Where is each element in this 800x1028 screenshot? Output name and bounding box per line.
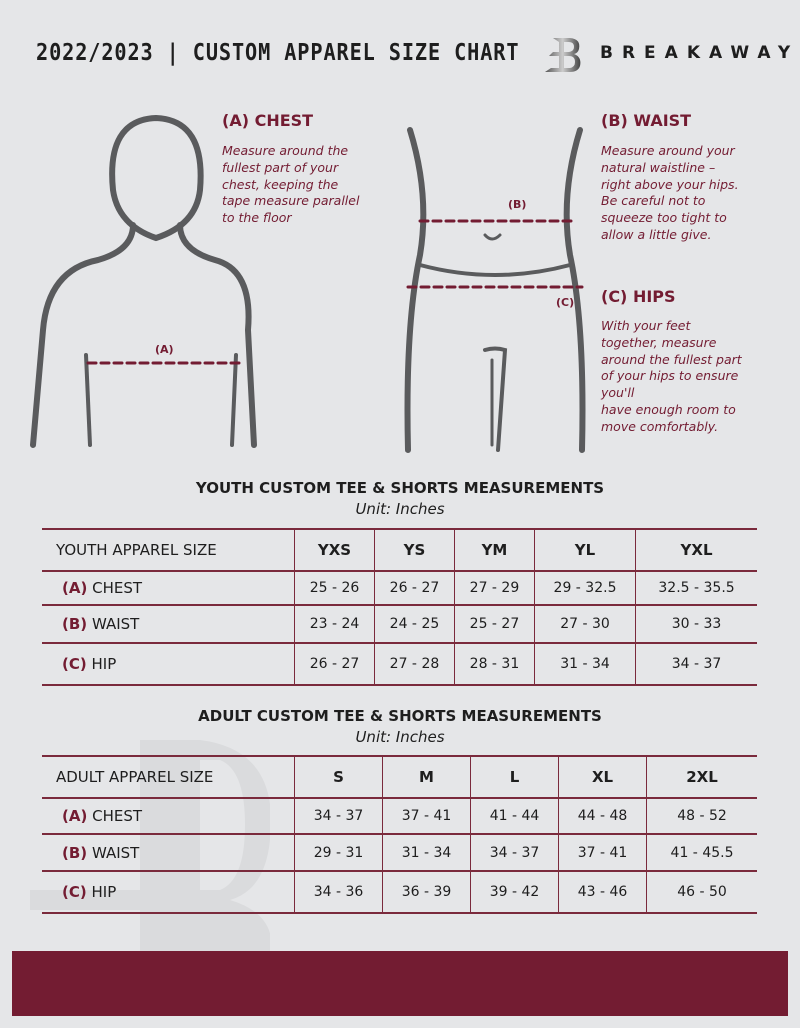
cell: 27 - 30 — [533, 604, 636, 644]
youth-table-unit: Unit: Inches — [355, 500, 445, 518]
youth-table-title: YOUTH CUSTOM TEE & SHORTS MEASUREMENTS — [195, 479, 605, 497]
table-row: (A) CHEST 25 - 26 26 - 27 27 - 29 29 - 32.5 3… — [42, 570, 757, 606]
row-label: (B) WAIST — [42, 833, 295, 872]
size-label: ADULT APPAREL SIZE — [42, 755, 295, 799]
waist-text: Measure around your natural waistline – ri… — [601, 143, 739, 242]
lower-body-figure — [404, 127, 586, 453]
cell: 34 - 36 — [293, 870, 383, 914]
cell: 37 - 41 — [558, 833, 647, 872]
waist-heading: (B) WAIST — [601, 111, 692, 130]
size-header: XL — [558, 755, 647, 799]
adult-size-table: ADULT APPAREL SIZE S M L XL 2XL (A) CHEST 34 … — [42, 755, 757, 914]
footer-band — [12, 951, 788, 1016]
table-row: (B) WAIST 29 - 31 31 - 34 34 - 37 37 - 41 41 … — [42, 833, 757, 872]
table-row: (C) HIP 34 - 36 36 - 39 39 - 42 43 - 46 46 - … — [42, 870, 757, 914]
cell: 30 - 33 — [635, 604, 757, 644]
cell: 26 - 27 — [373, 570, 455, 606]
size-label: YOUTH APPAREL SIZE — [42, 528, 295, 572]
row-label: (B) WAIST — [42, 604, 295, 644]
adult-table-unit: Unit: Inches — [355, 728, 445, 746]
brand-name: BREAKAWAY — [600, 43, 800, 63]
size-header: YXS — [294, 528, 375, 572]
cell: 34 - 37 — [635, 642, 757, 686]
cell: 23 - 24 — [294, 604, 375, 644]
size-header: M — [382, 755, 471, 799]
cell: 44 - 48 — [558, 797, 647, 835]
cell: 26 - 27 — [294, 642, 375, 686]
cell: 24 - 25 — [373, 604, 455, 644]
table-row: (A) CHEST 34 - 37 37 - 41 41 - 44 44 - 48 48 … — [42, 797, 757, 835]
size-header: YS — [373, 528, 455, 572]
cell: 39 - 42 — [470, 870, 559, 914]
cell: 29 - 31 — [293, 833, 383, 872]
table-row: (B) WAIST 23 - 24 24 - 25 25 - 27 27 - 30 30 … — [42, 604, 757, 644]
table-header-row: YOUTH APPAREL SIZE YXS YS YM YL YXL — [42, 528, 757, 572]
size-header: L — [470, 755, 559, 799]
cell: 34 - 37 — [470, 833, 559, 872]
size-header: YXL — [635, 528, 757, 572]
cell: 46 - 50 — [646, 870, 757, 914]
size-header: 2XL — [646, 755, 757, 799]
row-label: (C) HIP — [42, 870, 295, 914]
cell: 27 - 28 — [373, 642, 455, 686]
cell: 31 - 34 — [382, 833, 471, 872]
table-header-row: ADULT APPAREL SIZE S M L XL 2XL — [42, 755, 757, 799]
cell: 36 - 39 — [382, 870, 471, 914]
row-label: (A) CHEST — [42, 797, 295, 835]
cell: 31 - 34 — [533, 642, 636, 686]
cell: 25 - 26 — [294, 570, 375, 606]
chest-marker: (A) — [155, 343, 174, 356]
youth-size-table: YOUTH APPAREL SIZE YXS YS YM YL YXL (A) CHES… — [42, 528, 757, 686]
cell: 43 - 46 — [558, 870, 647, 914]
breakaway-logo-icon — [545, 38, 581, 72]
cell: 25 - 27 — [453, 604, 535, 644]
size-header: YL — [533, 528, 636, 572]
chest-heading: (A) CHEST — [222, 111, 314, 130]
hips-heading: (C) HIPS — [601, 287, 676, 306]
waist-marker: (B) — [508, 198, 527, 211]
page-title: 2022/2023 | CUSTOM APPAREL SIZE CHART — [36, 40, 520, 66]
cell: 28 - 31 — [453, 642, 535, 686]
cell: 27 - 29 — [453, 570, 535, 606]
table-row: (C) HIP 26 - 27 27 - 28 28 - 31 31 - 34 34 - … — [42, 642, 757, 686]
size-header: YM — [453, 528, 535, 572]
hips-marker: (C) — [556, 296, 575, 309]
cell: 29 - 32.5 — [533, 570, 636, 606]
cell: 32.5 - 35.5 — [635, 570, 757, 606]
cell: 48 - 52 — [646, 797, 757, 835]
cell: 37 - 41 — [382, 797, 471, 835]
hips-text: With your feet together, measure around th… — [601, 318, 742, 434]
cell: 41 - 44 — [470, 797, 559, 835]
upper-body-figure — [30, 114, 257, 448]
row-label: (A) CHEST — [42, 570, 295, 606]
size-header: S — [293, 755, 383, 799]
cell: 34 - 37 — [293, 797, 383, 835]
row-label: (C) HIP — [42, 642, 295, 686]
chest-text: Measure around the fullest part of your ch… — [222, 143, 360, 226]
cell: 41 - 45.5 — [646, 833, 757, 872]
adult-table-title: ADULT CUSTOM TEE & SHORTS MEASUREMENTS — [198, 707, 602, 725]
